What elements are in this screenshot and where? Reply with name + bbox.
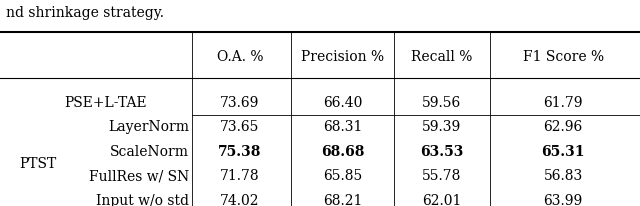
Text: 56.83: 56.83 [543, 169, 583, 183]
Text: 68.68: 68.68 [321, 145, 364, 159]
Text: 68.21: 68.21 [323, 194, 362, 206]
Text: nd shrinkage strategy.: nd shrinkage strategy. [6, 6, 164, 20]
Text: 63.53: 63.53 [420, 145, 463, 159]
Text: ScaleNorm: ScaleNorm [110, 145, 189, 159]
Text: 75.38: 75.38 [218, 145, 262, 159]
Text: 68.31: 68.31 [323, 120, 362, 134]
Text: 59.56: 59.56 [422, 96, 461, 110]
Text: 63.99: 63.99 [543, 194, 583, 206]
Text: 62.01: 62.01 [422, 194, 461, 206]
Text: Input w/o std: Input w/o std [96, 194, 189, 206]
Text: 61.79: 61.79 [543, 96, 583, 110]
Text: F1 Score %: F1 Score % [523, 50, 604, 64]
Text: Precision %: Precision % [301, 50, 384, 64]
Text: PSE+L-TAE: PSE+L-TAE [64, 96, 147, 110]
Text: PTST: PTST [20, 157, 57, 171]
Text: 71.78: 71.78 [220, 169, 260, 183]
Text: 73.65: 73.65 [220, 120, 260, 134]
Text: O.A. %: O.A. % [217, 50, 263, 64]
Text: 65.85: 65.85 [323, 169, 362, 183]
Text: 65.31: 65.31 [541, 145, 585, 159]
Text: FullRes w/ SN: FullRes w/ SN [88, 169, 189, 183]
Text: 59.39: 59.39 [422, 120, 461, 134]
Text: Recall %: Recall % [411, 50, 472, 64]
Text: 73.69: 73.69 [220, 96, 260, 110]
Text: 62.96: 62.96 [543, 120, 583, 134]
Text: 74.02: 74.02 [220, 194, 260, 206]
Text: 55.78: 55.78 [422, 169, 461, 183]
Text: LayerNorm: LayerNorm [108, 120, 189, 134]
Text: 66.40: 66.40 [323, 96, 362, 110]
